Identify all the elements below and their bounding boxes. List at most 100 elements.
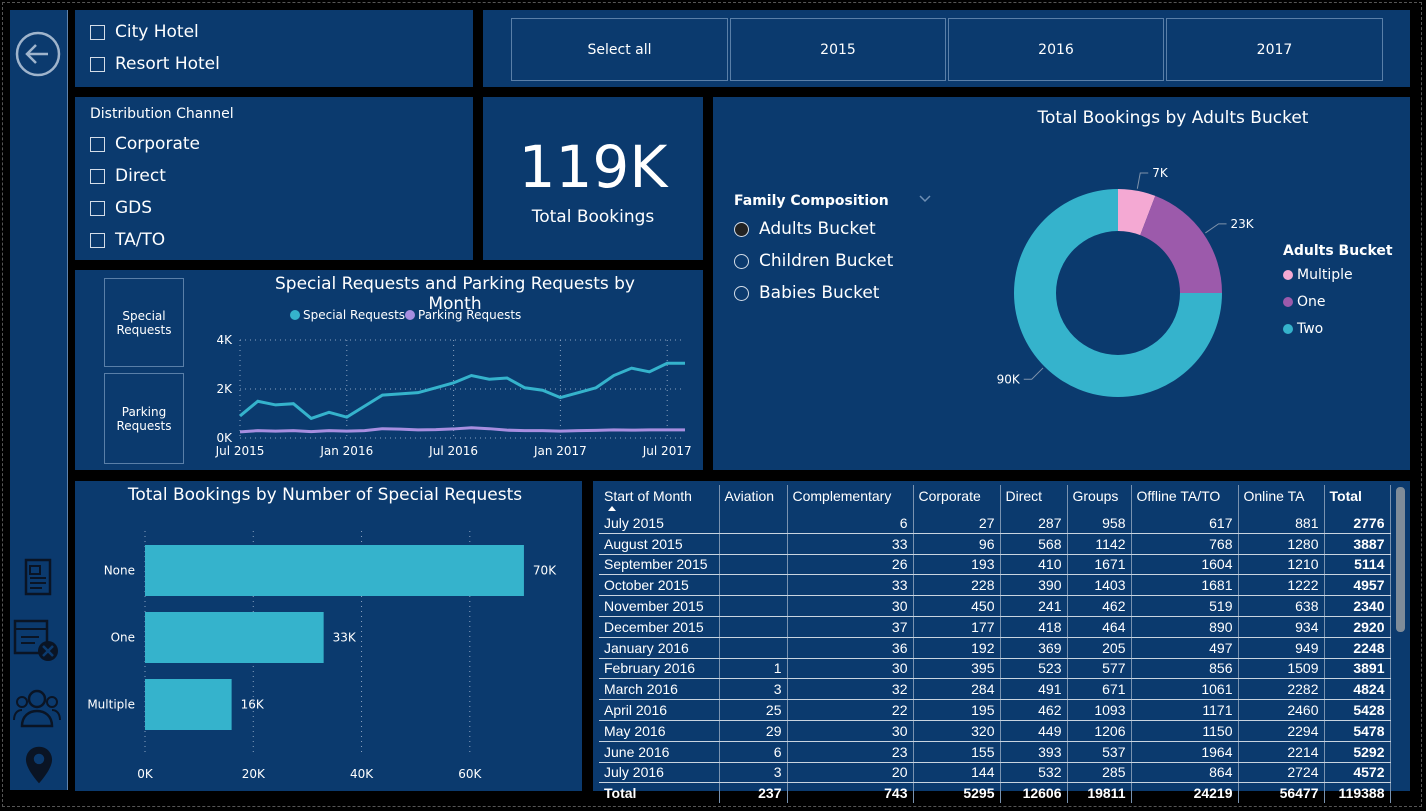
donut-slice-one[interactable]: [1140, 195, 1222, 293]
table-cell: 30: [787, 595, 914, 617]
matrix-total-row[interactable]: Total 237 743 5295 12606 19811 24219 56477 11938…: [599, 782, 1391, 804]
data-label: 23K: [1231, 217, 1255, 231]
table-cell: 532: [1000, 762, 1068, 784]
table-row[interactable]: August 2015 33 96 568 1142 768 1280 3887: [599, 533, 1391, 555]
column-header[interactable]: Total: [1324, 485, 1391, 513]
table-cell: 205: [1067, 637, 1132, 659]
column-header[interactable]: Aviation: [719, 485, 788, 513]
donut-slice-multiple[interactable]: [1118, 189, 1156, 236]
table-cell: 671: [1067, 678, 1132, 701]
bar-chart: 0K 20K 40K 60K None 70K One 33K Multiple 16K: [87, 531, 557, 781]
year-button-2015[interactable]: 2015: [730, 18, 946, 81]
table-row[interactable]: March 2016 3 32 284 491 671 1061 2282 4824: [599, 678, 1391, 701]
table-row[interactable]: July 2015 6 27 287 958 617 881 2776: [599, 513, 1391, 534]
customers-icon[interactable]: [12, 686, 62, 730]
checkbox[interactable]: [90, 24, 105, 40]
family-option-children[interactable]: Children Bucket: [734, 251, 893, 271]
table-row[interactable]: June 2016 6 23 155 393 537 1964 2214 5292: [599, 741, 1391, 763]
table-cell: 949: [1238, 637, 1325, 659]
sidebar-nav: [10, 10, 68, 790]
table-row[interactable]: April 2016 25 22 195 462 1093 1171 2460 5428: [599, 699, 1391, 721]
matrix-scrollbar[interactable]: [1396, 487, 1405, 632]
channel-option-direct[interactable]: Direct: [90, 166, 166, 186]
table-row[interactable]: December 2015 37 177 418 464 890 934 2920: [599, 616, 1391, 638]
location-pin-icon[interactable]: [22, 745, 56, 785]
year-button-2017[interactable]: 2017: [1166, 18, 1383, 81]
line-chart-title: Special Requests and Parking Requests by…: [275, 274, 635, 314]
table-row[interactable]: October 2015 33 228 390 1403 1681 1222 4957: [599, 574, 1391, 597]
checkbox[interactable]: [90, 168, 105, 184]
channel-option-gds[interactable]: GDS: [90, 198, 152, 218]
option-label: Adults Bucket: [759, 219, 876, 239]
back-arrow-icon[interactable]: [14, 30, 62, 78]
table-cell: 4824: [1324, 678, 1391, 701]
table-cell: August 2015: [599, 533, 720, 555]
sort-ascending-icon[interactable]: [608, 506, 616, 511]
family-option-adults[interactable]: Adults Bucket: [734, 219, 876, 239]
table-row[interactable]: November 2015 30 450 241 462 519 638 2340: [599, 595, 1391, 617]
special-requests-button[interactable]: Special Requests: [104, 278, 184, 367]
table-cell: 1403: [1067, 574, 1132, 597]
leader-line: [1205, 223, 1227, 234]
column-header[interactable]: Offline TA/TO: [1131, 485, 1239, 513]
legend-label: One: [1297, 294, 1326, 310]
column-header[interactable]: Complementary: [787, 485, 914, 513]
report-icon[interactable]: [22, 558, 56, 598]
checkbox[interactable]: [90, 56, 105, 72]
table-row[interactable]: January 2016 36 192 369 205 497 949 2248: [599, 637, 1391, 659]
table-cell: 30: [787, 720, 914, 742]
table-cell: September 2015: [599, 554, 720, 576]
radio[interactable]: [734, 253, 749, 269]
table-cell: 410: [1000, 554, 1068, 576]
table-cell: 1671: [1067, 554, 1132, 576]
data-label: 33K: [333, 631, 357, 645]
table-cell: 5295: [913, 782, 1001, 804]
column-header[interactable]: Start of Month: [599, 485, 720, 513]
column-header[interactable]: Online TA: [1238, 485, 1325, 513]
table-cell: 1509: [1238, 658, 1325, 680]
channel-option-tato[interactable]: TA/TO: [90, 230, 165, 250]
table-row[interactable]: May 2016 29 30 320 449 1206 1150 2294 5478: [599, 720, 1391, 742]
chevron-down-icon[interactable]: [918, 194, 932, 204]
table-cell: 4957: [1324, 574, 1391, 597]
option-label: Children Bucket: [759, 251, 894, 271]
distribution-channel-slicer: Distribution Channel Corporate Direct GD…: [75, 97, 473, 260]
table-cell: 287: [1000, 513, 1068, 534]
table-cell: 3891: [1324, 658, 1391, 680]
checkbox[interactable]: [90, 232, 105, 248]
parking-requests-button[interactable]: Parking Requests: [104, 373, 184, 464]
table-row[interactable]: September 2015 26 193 410 1671 1604 1210 5114: [599, 554, 1391, 576]
channel-option-corporate[interactable]: Corporate: [90, 134, 200, 154]
column-header[interactable]: Corporate: [913, 485, 1001, 513]
checkbox[interactable]: [90, 136, 105, 152]
hotel-option-resort[interactable]: Resort Hotel: [90, 54, 220, 74]
legend-item-two[interactable]: Two: [1283, 321, 1323, 337]
legend-item-one[interactable]: One: [1283, 294, 1326, 310]
table-cell: 768: [1131, 533, 1239, 555]
legend-item-multiple[interactable]: Multiple: [1283, 267, 1353, 283]
bar-none[interactable]: [145, 545, 524, 596]
leader-line: [1136, 172, 1149, 189]
table-row[interactable]: February 2016 1 30 395 523 577 856 1509 3891: [599, 658, 1391, 680]
cancel-booking-icon[interactable]: [12, 615, 62, 665]
table-cell: 450: [913, 595, 1001, 617]
year-button-2016[interactable]: 2016: [948, 18, 1164, 81]
column-header[interactable]: Groups: [1067, 485, 1132, 513]
table-cell: 856: [1131, 658, 1239, 680]
hotel-option-city[interactable]: City Hotel: [90, 22, 199, 42]
table-cell: 25: [719, 699, 788, 721]
data-label: 90K: [997, 372, 1021, 386]
checkbox[interactable]: [90, 200, 105, 216]
table-row[interactable]: July 2016 3 20 144 532 285 864 2724 4572: [599, 762, 1391, 784]
radio[interactable]: [734, 221, 749, 237]
radio[interactable]: [734, 285, 749, 301]
table-cell: 1222: [1238, 574, 1325, 597]
column-header[interactable]: Direct: [1000, 485, 1068, 513]
year-button-select-all[interactable]: Select all: [511, 18, 728, 81]
table-cell: 19811: [1067, 782, 1132, 804]
option-label: Babies Bucket: [759, 283, 880, 303]
bar-one[interactable]: [145, 612, 324, 663]
bar-multiple[interactable]: [145, 679, 232, 730]
family-option-babies[interactable]: Babies Bucket: [734, 283, 879, 303]
donut-slice-two[interactable]: [1014, 189, 1222, 397]
